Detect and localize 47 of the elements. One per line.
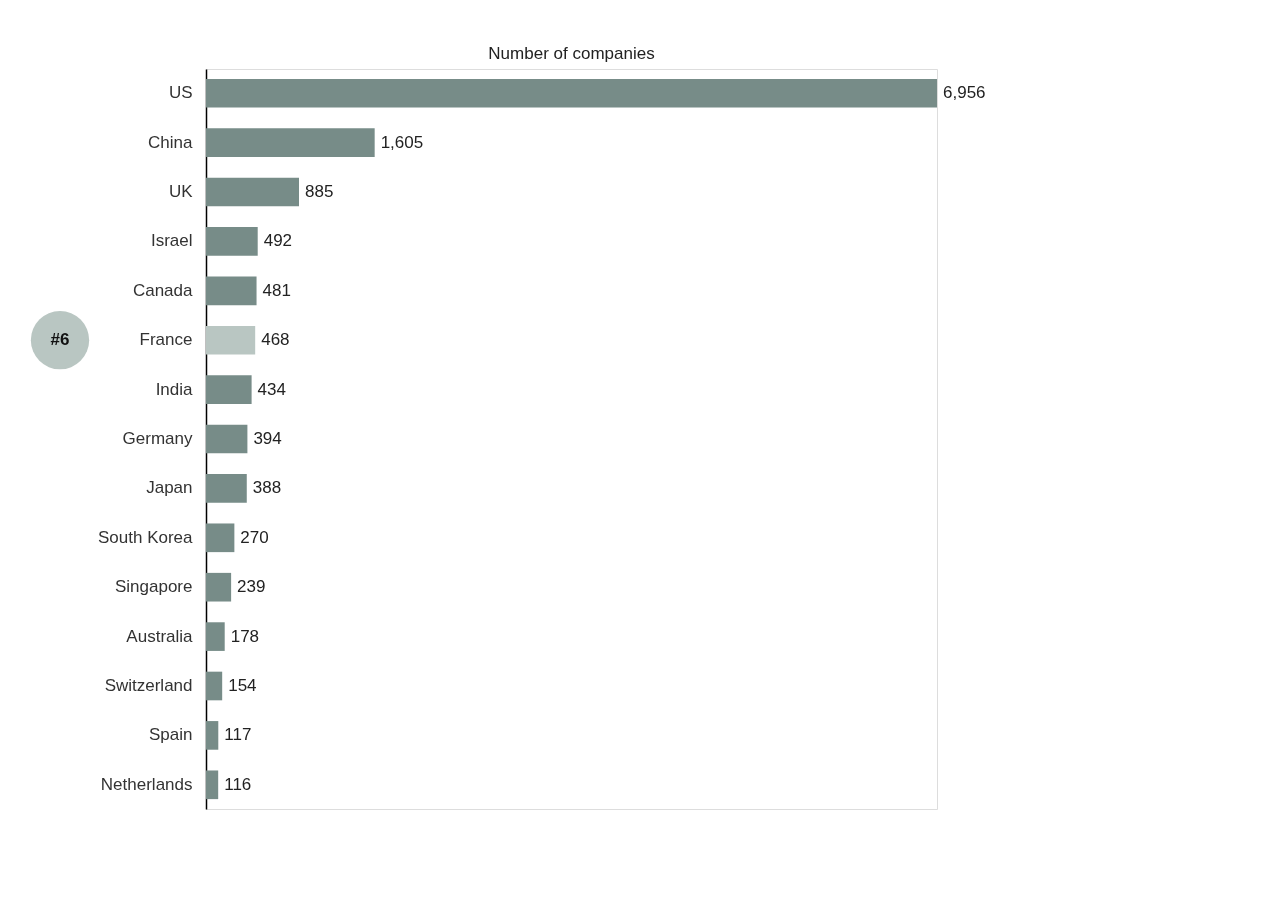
data-label: 239: [237, 577, 266, 597]
bar: [206, 424, 248, 454]
data-label: 117: [224, 725, 252, 745]
bar: [206, 572, 232, 602]
y-tick-label: Netherlands: [100, 774, 193, 794]
y-tick-label: South Korea: [97, 527, 194, 547]
data-label: 394: [253, 429, 282, 448]
y-tick-label: Australia: [126, 626, 194, 646]
y-tick-label: Israel: [150, 231, 193, 251]
data-label: 388: [252, 478, 282, 498]
y-tick-label: Switzerland: [104, 676, 193, 695]
data-label: 492: [263, 231, 293, 251]
bar: [206, 78, 937, 108]
y-tick-label: Japan: [146, 478, 193, 498]
bar: [206, 227, 258, 256]
bar: [206, 523, 235, 553]
y-tick-label: France: [139, 330, 193, 350]
data-label: 116: [224, 774, 252, 794]
y-tick-label: Spain: [149, 725, 193, 745]
data-label: 885: [305, 182, 334, 201]
y-tick-label: Singapore: [114, 577, 193, 597]
data-label: 178: [230, 626, 260, 646]
bar: [206, 325, 256, 355]
bar: [206, 128, 375, 157]
y-tick-label: US: [168, 83, 193, 103]
bar: [206, 721, 219, 750]
bar: [206, 375, 252, 404]
data-label: 270: [240, 527, 269, 547]
bar: [206, 770, 219, 800]
chart-title: Number of companies: [488, 44, 655, 63]
data-label: 154: [228, 676, 257, 695]
data-label: 434: [257, 379, 286, 399]
data-label: 1,605: [380, 132, 424, 152]
y-tick-label: China: [148, 132, 194, 152]
bar: [206, 671, 223, 701]
data-label: 481: [262, 280, 291, 300]
bar: [206, 177, 299, 207]
y-tick-label: Germany: [122, 429, 193, 448]
bar: [206, 622, 225, 651]
y-tick-label: India: [155, 379, 194, 399]
data-label: 6,956: [943, 83, 986, 103]
text: #6: [50, 330, 70, 350]
y-tick-label: Canada: [132, 280, 194, 300]
y-tick-label: UK: [168, 182, 194, 201]
bar: [206, 276, 257, 306]
bar: [206, 474, 247, 503]
data-label: 468: [261, 330, 290, 350]
